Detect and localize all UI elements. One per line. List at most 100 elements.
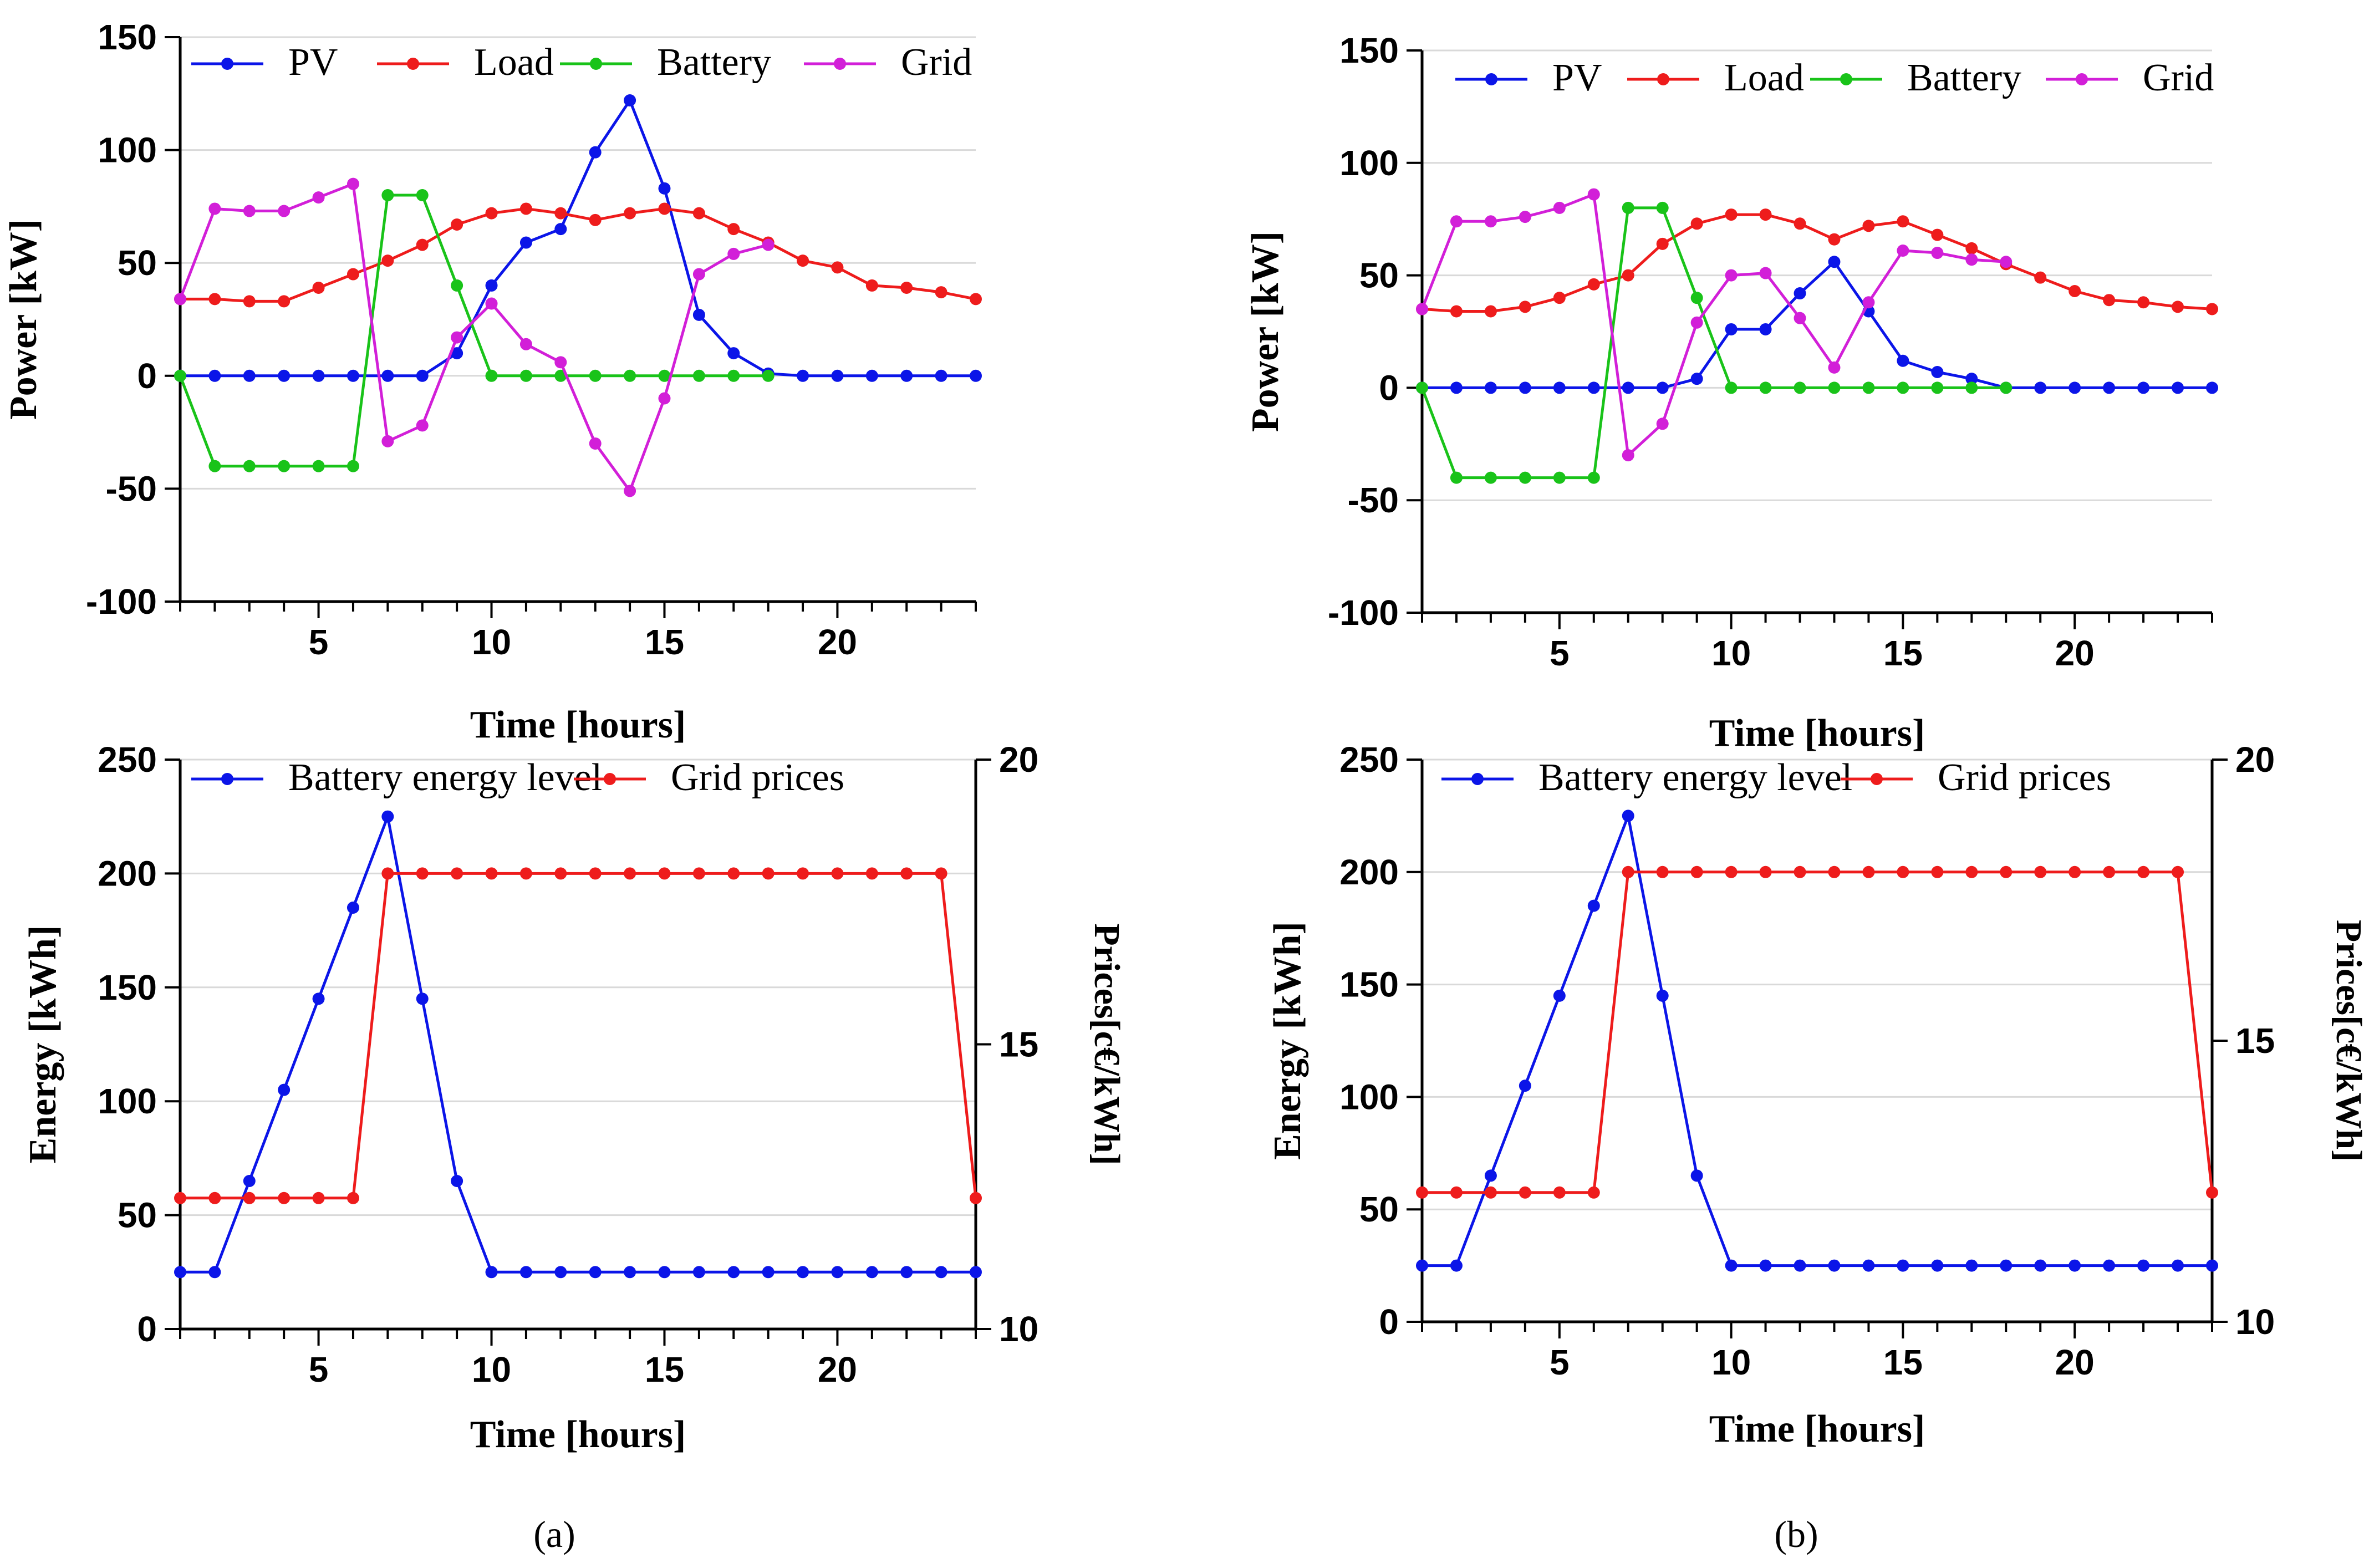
b-power-grid-point xyxy=(1828,361,1841,374)
a-power-pv-line xyxy=(180,99,976,378)
b-energy-x-axis-title: Time [hours] xyxy=(1709,1408,1925,1450)
b-power-grid-point xyxy=(1965,253,1978,266)
b-power-x-tick-label: 20 xyxy=(2055,633,2095,673)
a-energy-prices-point xyxy=(174,1192,186,1204)
a-energy-energy-point xyxy=(451,1174,463,1187)
b-energy-prices-point xyxy=(1450,1186,1463,1199)
a-power-y-tick-label: 100 xyxy=(98,130,157,170)
b-power-battery-point xyxy=(1690,292,1703,304)
a-energy-legend-label-energy: Battery energy level xyxy=(288,756,602,799)
a-power-load-point xyxy=(416,238,429,251)
a-power-load-point xyxy=(519,202,532,215)
a-power-grid-point xyxy=(589,437,602,450)
a-power-pv-point xyxy=(624,94,636,107)
a-power-pv-point xyxy=(312,369,325,382)
b-power-legend-marker-grid xyxy=(2076,73,2088,85)
a-power-grid-point xyxy=(658,392,671,405)
b-power-battery-point xyxy=(1622,201,1634,214)
b-power-load-point xyxy=(2137,296,2150,309)
a-power-grid-point xyxy=(416,419,429,432)
b-energy-energy-point xyxy=(1965,1259,1978,1272)
b-energy-y2-axis-title: Prices[c€/kWh] xyxy=(2329,920,2364,1162)
a-power-load-point xyxy=(692,207,705,220)
a-energy-energy-point xyxy=(174,1266,186,1279)
a-power-battery-point xyxy=(278,460,291,472)
a-power-legend-label-grid: Grid xyxy=(901,41,972,84)
b-energy-energy-point xyxy=(1553,989,1566,1002)
b-power-legend-marker-battery xyxy=(1840,73,1852,85)
a-energy-prices-point xyxy=(589,867,602,880)
b-energy-prices-point xyxy=(2137,866,2150,878)
b-power-pv-point xyxy=(1794,287,1806,300)
b-power-battery-point xyxy=(1759,381,1772,394)
b-power-battery-point xyxy=(1416,381,1428,394)
a-energy-y-tick-label: 200 xyxy=(98,853,157,893)
b-power-legend-label-load: Load xyxy=(1724,57,1804,99)
b-power-x-tick-label: 5 xyxy=(1550,633,1570,673)
b-energy-x-tick-label: 10 xyxy=(1711,1342,1751,1382)
b-energy-series-energy xyxy=(1416,810,2218,1272)
b-power-series-load xyxy=(1416,208,2218,318)
a-power-pv-point xyxy=(727,347,740,360)
b-power-pv-point xyxy=(1656,381,1669,394)
b-power-load-point xyxy=(1690,217,1703,230)
a-power-load-point xyxy=(381,254,394,267)
a-energy-prices-point xyxy=(278,1192,291,1204)
a-energy-prices-point xyxy=(658,867,671,880)
a-power-chart: 5 10 15 20 -100 -50 0 50 100 150 Time [hours] Power… xyxy=(2,17,982,746)
a-power-battery-point xyxy=(727,369,740,382)
a-energy-energy-point xyxy=(519,1266,532,1279)
a-energy-prices-point xyxy=(624,867,636,880)
a-energy-y-tick-label: 150 xyxy=(98,968,157,1007)
b-energy-y-tick-label: 50 xyxy=(1359,1189,1399,1229)
b-power-load-point xyxy=(1484,305,1497,318)
a-energy-prices-point xyxy=(727,867,740,880)
b-power-x-axis-title: Time [hours] xyxy=(1709,712,1925,755)
b-energy-energy-line xyxy=(1422,814,2212,1267)
a-energy-energy-point xyxy=(589,1266,602,1279)
a-energy-prices-point xyxy=(451,867,463,880)
b-energy-prices-point xyxy=(2068,866,2081,878)
b-energy-y-tick-label: 250 xyxy=(1339,740,1399,780)
a-power-y-tick-label: 0 xyxy=(137,356,157,396)
a-power-pv-point xyxy=(278,369,291,382)
b-energy-prices-point xyxy=(1519,1186,1531,1199)
a-power-y-tick-label: 50 xyxy=(118,243,157,283)
a-power-pv-point xyxy=(347,369,359,382)
a-energy-prices-point xyxy=(935,867,947,880)
a-energy-prices-point xyxy=(865,867,878,880)
b-power-pv-point xyxy=(2034,381,2047,394)
a-power-legend-label-pv: PV xyxy=(288,41,338,84)
b-energy-energy-point xyxy=(1484,1169,1497,1182)
b-power-legend-label-battery: Battery xyxy=(1907,57,2021,99)
b-power-grid-point xyxy=(1450,215,1463,228)
b-power-battery-point xyxy=(1725,381,1738,394)
a-power-series-pv xyxy=(174,94,982,382)
b-energy-chart: 5 10 15 20050100150200250101520Prices[c€/kW… xyxy=(1266,740,2364,1450)
a-power-battery-point xyxy=(208,460,221,472)
a-energy-prices-line xyxy=(180,872,977,1200)
b-energy-x-tick-label: 5 xyxy=(1550,1342,1570,1382)
a-power-legend-marker-pv xyxy=(221,58,233,70)
b-power-legend-label-pv: PV xyxy=(1552,57,1602,99)
a-power-pv-point xyxy=(589,146,602,159)
b-power-battery-point xyxy=(1484,471,1497,484)
a-energy-y2-tick-label: 20 xyxy=(999,740,1038,780)
b-power-load-point xyxy=(1759,208,1772,221)
a-energy-energy-point xyxy=(762,1266,775,1279)
a-power-grid-point xyxy=(554,356,567,369)
b-power-pv-point xyxy=(1690,373,1703,385)
a-energy-energy-point xyxy=(278,1083,291,1096)
a-energy-y2-tick-label: 15 xyxy=(999,1025,1038,1065)
b-energy-x-tick-label: 20 xyxy=(2055,1342,2095,1382)
a-power-legend-marker-battery xyxy=(590,58,602,70)
a-energy-y2-tick-label: 10 xyxy=(999,1309,1038,1349)
a-energy-prices-point xyxy=(762,867,775,880)
a-power-x-axis-title: Time [hours] xyxy=(470,704,686,746)
b-power-load-point xyxy=(1725,208,1738,221)
a-power-grid-point xyxy=(451,331,463,344)
a-energy-prices-point xyxy=(243,1192,256,1204)
a-energy-prices-point xyxy=(900,867,913,880)
a-energy-series-energy xyxy=(174,810,982,1279)
b-power-pv-point xyxy=(2068,381,2081,394)
